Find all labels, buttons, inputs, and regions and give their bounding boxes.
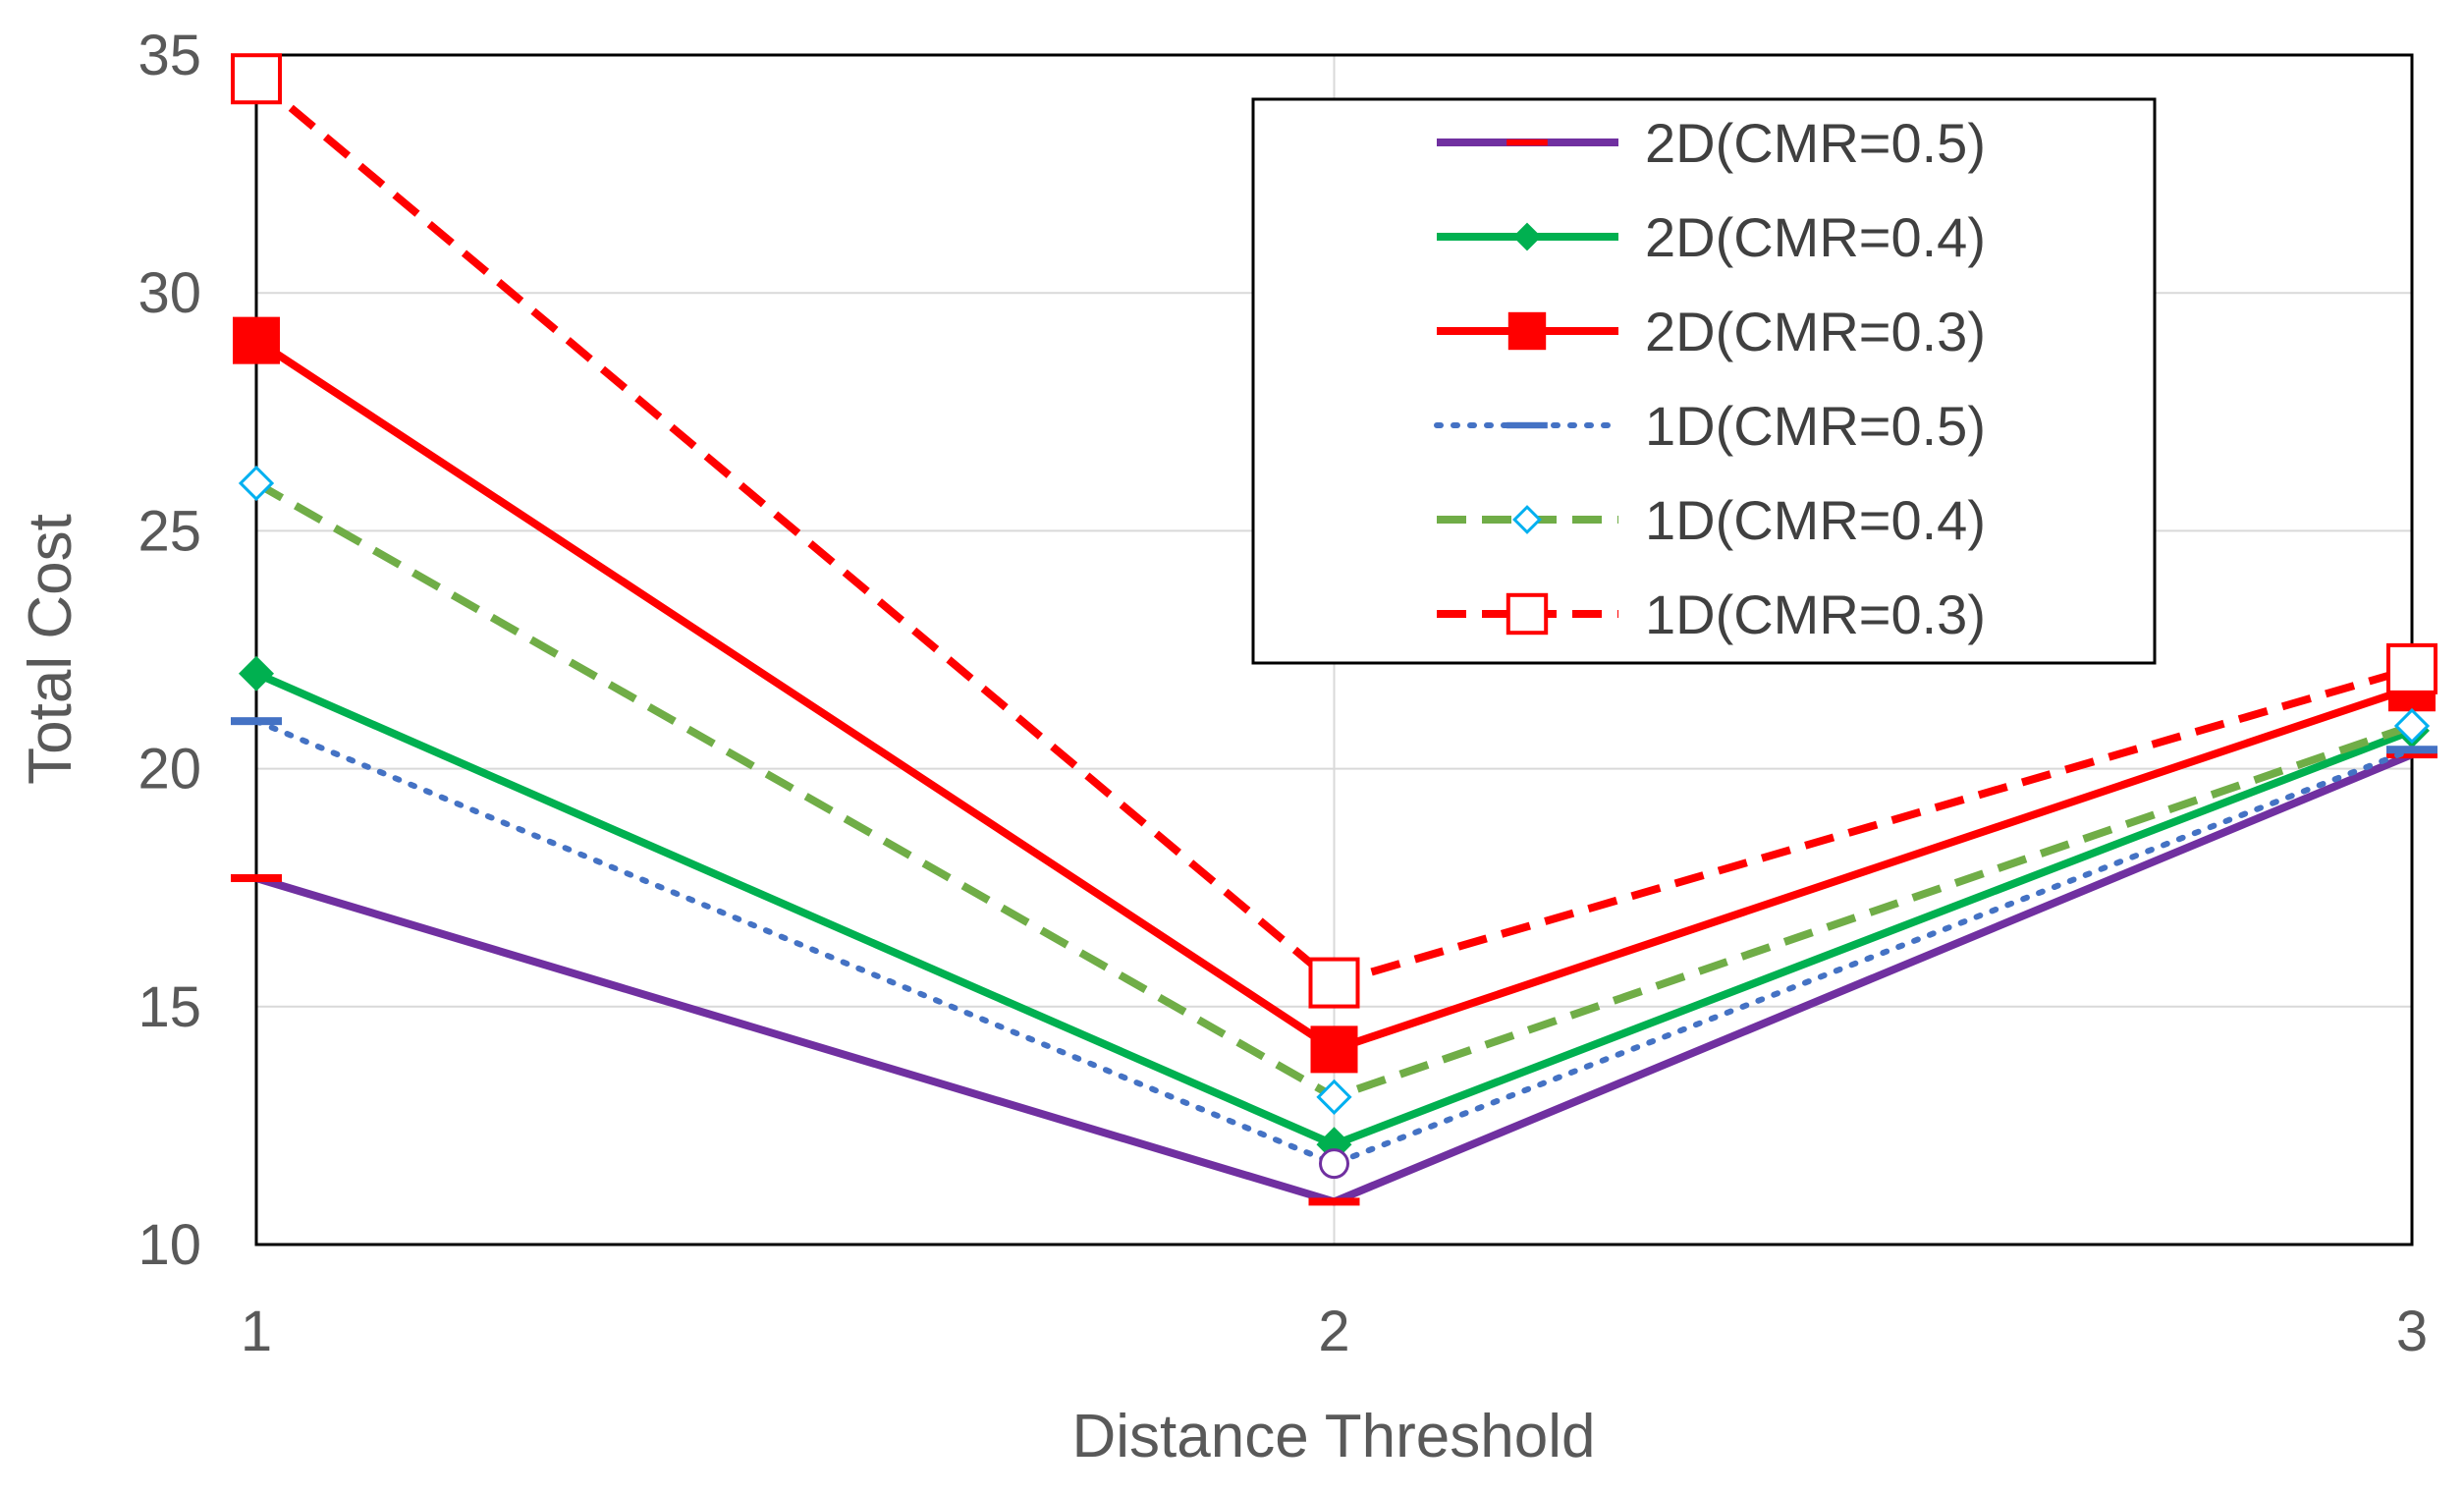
x-tick-label: 3 <box>2396 1300 2428 1363</box>
marker-circle <box>1319 1148 1349 1180</box>
y-tick-label: 10 <box>137 1213 201 1277</box>
data-point <box>239 655 274 692</box>
x-axis-tick-labels: 1 2 3 <box>241 1300 2428 1363</box>
legend-label: 2D(CMR=0.3) <box>1645 301 1986 362</box>
y-tick-label: 30 <box>137 261 201 325</box>
data-point <box>2386 750 2437 759</box>
data-point <box>2386 642 2437 694</box>
legend-item: 1D(CMR=0.5) <box>1434 395 1986 457</box>
marker-open-diamond <box>238 465 275 502</box>
marker-dash <box>2386 746 2437 754</box>
marker-diamond <box>239 655 274 692</box>
legend: 2D(CMR=0.5) 2D(CMR=0.4) 2D(CMR=0.3) 1D(CMR=… <box>1251 97 2157 665</box>
legend-label: 1D(CMR=0.3) <box>1645 583 1986 645</box>
legend-label: 2D(CMR=0.4) <box>1645 206 1986 268</box>
y-axis-title: Total Cost <box>17 514 84 785</box>
marker-square <box>1310 1025 1358 1074</box>
marker-open-diamond <box>1316 1079 1352 1115</box>
y-axis-tick-labels: 10 15 20 25 30 35 <box>137 24 201 1277</box>
marker-dash <box>1506 138 1548 146</box>
legend-item: 2D(CMR=0.3) <box>1437 301 1986 362</box>
data-point <box>1316 1079 1352 1115</box>
legend-label: 1D(CMR=0.5) <box>1645 395 1986 457</box>
data-point <box>2386 746 2437 754</box>
marker-open-diamond <box>2393 707 2431 745</box>
legend-item: 2D(CMR=0.4) <box>1437 206 1986 268</box>
data-point <box>238 465 275 502</box>
marker-diamond <box>1512 222 1542 251</box>
series-line <box>253 718 2415 1167</box>
data-point <box>1319 1148 1349 1180</box>
legend-box <box>1251 97 2157 665</box>
series-layer <box>231 53 2437 1206</box>
series-2D(CMR=0.3) <box>233 316 2436 1074</box>
x-axis-title: Distance Threshold <box>1071 1403 1595 1470</box>
marker-open-square <box>231 53 282 105</box>
data-point <box>1310 1025 1358 1074</box>
y-tick-label: 20 <box>137 738 201 802</box>
marker-open-square <box>1506 592 1549 636</box>
data-point <box>1308 957 1360 1009</box>
marker-dash <box>231 717 282 726</box>
data-point <box>231 717 282 726</box>
x-tick-label: 2 <box>1318 1300 1349 1363</box>
legend-label: 1D(CMR=0.4) <box>1645 489 1986 551</box>
y-tick-label: 35 <box>137 24 201 87</box>
marker-dash <box>231 874 282 883</box>
legend-item: 1D(CMR=0.4) <box>1437 489 1986 551</box>
x-tick-label: 1 <box>241 1300 272 1363</box>
data-point <box>2393 707 2431 745</box>
series-2D(CMR=0.5) <box>231 750 2437 1206</box>
legend-item: 2D(CMR=0.5) <box>1437 112 1986 174</box>
marker-open-square <box>1308 957 1360 1009</box>
marker-open-diamond <box>1512 505 1542 534</box>
legend-label: 2D(CMR=0.5) <box>1645 112 1986 174</box>
data-point <box>231 874 282 883</box>
marker-open-square <box>2386 642 2437 694</box>
data-point <box>1308 1197 1360 1206</box>
data-point <box>233 316 280 364</box>
legend-item: 1D(CMR=0.3) <box>1437 583 1986 645</box>
marker-dash <box>2386 750 2437 759</box>
marker-dash <box>1506 421 1548 429</box>
series-1D(CMR=0.5) <box>231 717 2437 1180</box>
y-tick-label: 15 <box>137 975 201 1039</box>
marker-square <box>1507 311 1547 351</box>
legend-items: 2D(CMR=0.5) 2D(CMR=0.4) 2D(CMR=0.3) 1D(CMR=… <box>1434 112 1986 645</box>
marker-dash <box>1308 1197 1360 1206</box>
data-point <box>231 53 282 105</box>
series-1D(CMR=0.4) <box>238 465 2431 1115</box>
marker-square <box>233 316 280 364</box>
series-1D(CMR=0.3) <box>231 53 2437 1009</box>
y-tick-label: 25 <box>137 499 201 563</box>
